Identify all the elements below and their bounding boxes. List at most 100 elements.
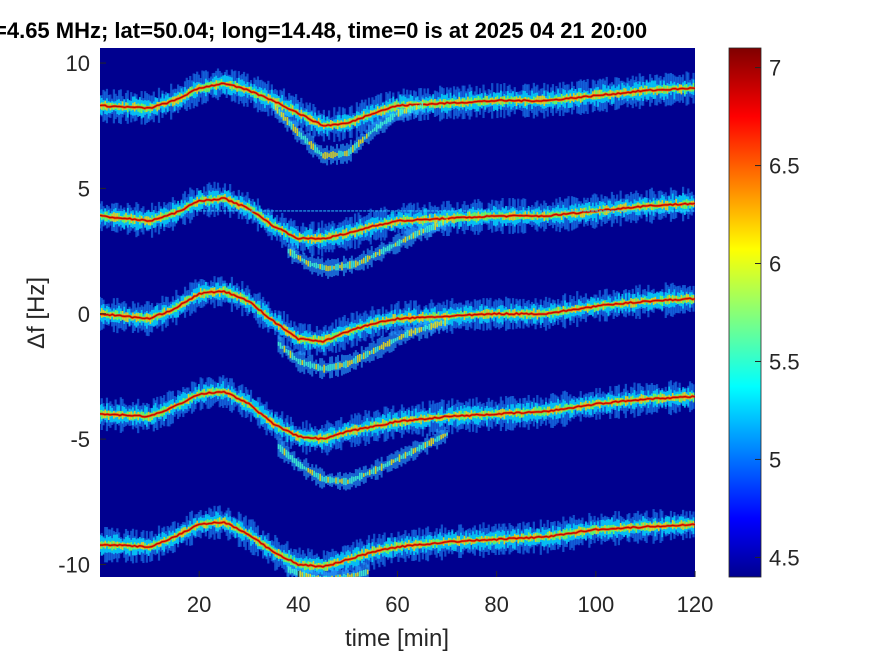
secondary-trace-core (299, 358, 302, 366)
secondary-trace-core (338, 150, 340, 158)
secondary-trace-core (325, 475, 327, 484)
secondary-trace-core (295, 357, 298, 362)
secondary-trace-core (350, 147, 352, 155)
trace-mid-strip (658, 200, 660, 209)
secondary-trace-core (390, 339, 393, 345)
secondary-trace-core (313, 363, 315, 370)
secondary-trace-core (281, 345, 284, 349)
trace-mid-strip (206, 289, 209, 298)
secondary-trace-core (319, 473, 321, 482)
secondary-trace-core (442, 320, 444, 325)
secondary-trace-core (426, 325, 429, 330)
secondary-trace-core (283, 448, 286, 456)
secondary-trace-core (420, 327, 423, 332)
secondary-trace-core (392, 243, 395, 248)
secondary-trace-core (310, 141, 313, 149)
secondary-trace-core (340, 150, 342, 158)
trace-mid-strip (328, 232, 330, 241)
secondary-trace-core (297, 255, 300, 260)
secondary-trace-core (353, 476, 355, 482)
secondary-trace-core (364, 472, 367, 476)
secondary-trace-core (329, 364, 331, 371)
secondary-trace-core (414, 230, 417, 239)
secondary-trace-core (392, 338, 395, 344)
secondary-trace-core (298, 131, 301, 137)
secondary-trace-core (294, 126, 297, 134)
secondary-trace-core (400, 239, 403, 244)
secondary-trace-core (410, 328, 413, 337)
secondary-trace-core (402, 453, 405, 459)
secondary-trace-core (426, 441, 429, 448)
secondary-trace-core (384, 247, 387, 252)
secondary-trace-core (276, 106, 279, 114)
secondary-trace-core (440, 221, 442, 226)
secondary-trace-core (412, 448, 415, 454)
secondary-trace-core (335, 477, 337, 484)
secondary-trace-core (334, 152, 336, 158)
secondary-trace-core (422, 442, 425, 450)
trace-mid-strip (524, 96, 526, 107)
secondary-trace-core (393, 113, 396, 117)
secondary-trace-core (309, 261, 312, 268)
secondary-trace-core (412, 232, 415, 239)
trace-mid-strip (430, 414, 433, 420)
secondary-trace-core (301, 258, 304, 262)
secondary-trace-core (300, 132, 303, 140)
secondary-trace-core (303, 466, 306, 470)
secondary-trace-core (368, 469, 371, 476)
secondary-trace-core (369, 130, 372, 135)
secondary-trace-core (446, 432, 448, 436)
secondary-trace-core (444, 433, 446, 437)
secondary-trace-core (415, 104, 418, 111)
secondary-trace-core (337, 263, 339, 271)
secondary-trace-core (408, 330, 411, 337)
trace-core (100, 78, 695, 160)
secondary-trace-core (327, 364, 329, 371)
secondary-trace-core (436, 223, 438, 227)
secondary-trace-core (388, 244, 391, 251)
secondary-trace-core (347, 360, 349, 368)
secondary-trace-core (414, 447, 417, 453)
trace-mid-strip (310, 235, 313, 244)
secondary-trace-core (326, 152, 328, 159)
secondary-trace-core (317, 264, 319, 269)
secondary-trace-core (361, 472, 363, 480)
secondary-trace-core (353, 261, 355, 268)
trace-mid-strip (107, 102, 110, 109)
secondary-trace-core (409, 105, 412, 114)
secondary-trace-core (408, 451, 411, 456)
secondary-trace-core (285, 349, 288, 353)
secondary-trace-core (355, 356, 357, 364)
secondary-trace-core (410, 448, 413, 457)
trace-mid-strip (607, 396, 610, 407)
secondary-trace-core (354, 143, 356, 151)
secondary-trace-core (382, 246, 385, 255)
trace-mid-strip (156, 312, 159, 321)
secondary-trace-core (335, 363, 337, 370)
secondary-trace-core (277, 341, 280, 346)
trace-mid-strip (401, 417, 403, 427)
trace-mid-strip (316, 121, 318, 126)
secondary-trace-core (442, 433, 444, 439)
secondary-trace-core (349, 360, 351, 366)
secondary-trace-core (362, 352, 365, 360)
secondary-trace-core (319, 263, 321, 270)
secondary-trace-core (303, 258, 306, 264)
trace-band (100, 375, 695, 491)
trace-mid-strip (203, 196, 205, 203)
secondary-trace-core (295, 458, 298, 467)
secondary-trace-core (313, 262, 315, 268)
secondary-trace-core (364, 351, 367, 359)
secondary-trace-core (321, 475, 323, 482)
secondary-trace-core (341, 262, 343, 271)
secondary-trace-core (365, 133, 368, 139)
secondary-trace-core (280, 111, 283, 118)
secondary-trace-core (349, 478, 351, 484)
secondary-trace-core (317, 472, 319, 480)
secondary-trace-core (333, 478, 335, 483)
secondary-trace-core (386, 341, 389, 347)
secondary-trace-core (330, 151, 332, 159)
trace-mid-strip (533, 308, 535, 318)
trace-mid-strip (659, 392, 662, 403)
secondary-trace-core (348, 148, 350, 156)
